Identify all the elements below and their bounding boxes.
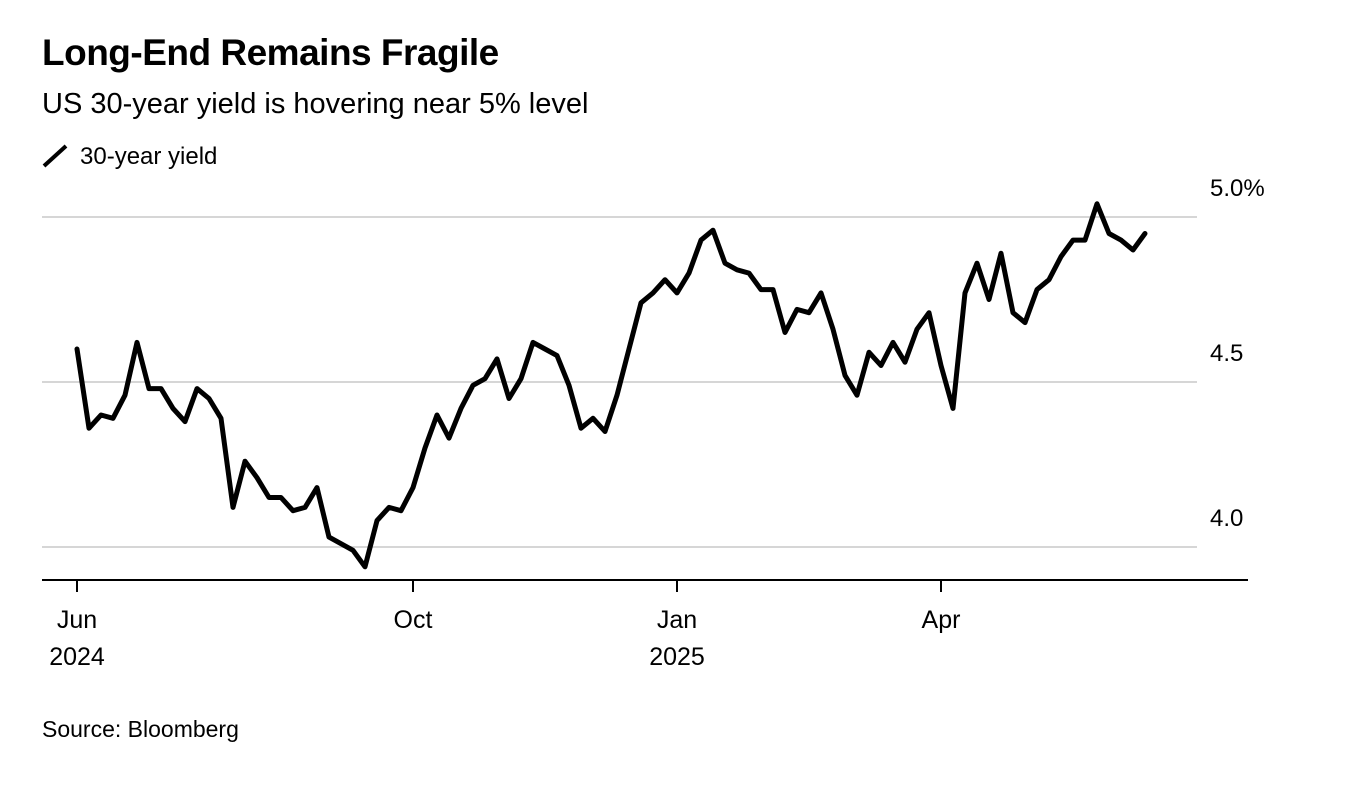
legend-swatch [42,144,68,168]
x-tick-label: Oct [393,606,433,634]
line [74,201,1148,570]
chart-subtitle: US 30-year yield is hovering near 5% lev… [42,88,589,120]
y-tick-label: 4.0 [1210,505,1244,532]
source: Source: Bloomberg [42,716,239,742]
x-tick-label: Apr [921,606,961,634]
chart-title: Long-End Remains Fragile [42,32,499,73]
legend-label: 30-year yield [80,143,218,170]
y-tick-label: 4.5 [1210,340,1244,367]
x-tick-label: Jun 2024 [49,606,105,671]
y-tick-label: 5.0% [1210,175,1265,202]
x-tick-label: Jan 2025 [649,606,705,671]
